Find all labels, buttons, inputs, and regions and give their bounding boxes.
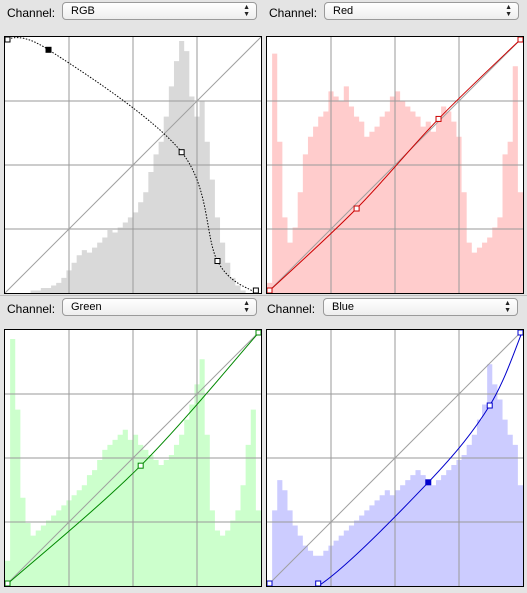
curve-control-point[interactable] bbox=[252, 287, 259, 293]
channel-label: Channel: bbox=[7, 302, 56, 316]
select-arrows-icon: ▲ ▼ bbox=[243, 4, 250, 18]
identity-diagonal bbox=[5, 37, 261, 293]
curve-control-point[interactable] bbox=[5, 580, 11, 586]
red-curve-graph[interactable] bbox=[266, 36, 524, 294]
green-panel: Channel: Green ▲ ▼ bbox=[0, 296, 264, 593]
curve-control-point[interactable] bbox=[315, 580, 322, 586]
select-arrows-icon: ▲ ▼ bbox=[505, 4, 512, 18]
rgb-panel: Channel: RGB ▲ ▼ bbox=[0, 0, 264, 294]
channel-select-value: Red bbox=[333, 5, 354, 17]
blue-channel-header: Channel: Blue ▲ ▼ bbox=[263, 296, 527, 322]
channel-select-value: Green bbox=[71, 301, 102, 313]
red-panel: Channel: Red ▲ ▼ bbox=[263, 0, 527, 294]
channel-label: Channel: bbox=[267, 302, 316, 316]
rgb-curve bbox=[5, 37, 257, 293]
rgb-channel-header: Channel: RGB ▲ ▼ bbox=[0, 0, 264, 26]
curve-control-point[interactable] bbox=[214, 258, 221, 264]
red-channel-header: Channel: Red ▲ ▼ bbox=[263, 0, 527, 26]
select-arrows-icon: ▲ ▼ bbox=[243, 300, 250, 314]
rgb-curve-svg[interactable] bbox=[5, 37, 261, 293]
curve-control-point[interactable] bbox=[5, 37, 11, 43]
identity-diagonal bbox=[267, 330, 523, 586]
red-channel-select[interactable]: Red ▲ ▼ bbox=[324, 2, 519, 20]
identity-diagonal bbox=[5, 330, 261, 586]
green-curve-svg[interactable] bbox=[5, 330, 261, 586]
curve-control-point[interactable] bbox=[435, 115, 442, 122]
rgb-channel-select[interactable]: RGB ▲ ▼ bbox=[62, 2, 257, 20]
blue-curve-graph[interactable] bbox=[266, 329, 524, 587]
channel-label: Channel: bbox=[269, 6, 318, 20]
curve-control-point[interactable] bbox=[255, 330, 261, 336]
curve-control-point[interactable] bbox=[486, 402, 493, 409]
curve-control-point[interactable] bbox=[137, 462, 144, 469]
curve-control-point[interactable] bbox=[267, 287, 273, 293]
panel-divider bbox=[0, 295, 527, 296]
channel-select-value: Blue bbox=[332, 301, 355, 313]
identity-diagonal bbox=[267, 37, 523, 293]
green-channel-header: Channel: Green ▲ ▼ bbox=[0, 296, 264, 322]
curve-control-point[interactable] bbox=[425, 479, 432, 486]
blue-channel-select[interactable]: Blue ▲ ▼ bbox=[323, 298, 518, 316]
red-curve-svg[interactable] bbox=[267, 37, 523, 293]
curve-control-point[interactable] bbox=[45, 46, 52, 53]
curve-control-point[interactable] bbox=[178, 149, 185, 156]
curve-control-point[interactable] bbox=[517, 37, 523, 43]
blue-curve-svg[interactable] bbox=[267, 330, 523, 586]
blue-panel: Channel: Blue ▲ ▼ bbox=[263, 296, 527, 593]
green-curve-graph[interactable] bbox=[4, 329, 262, 587]
curve-control-point[interactable] bbox=[353, 205, 360, 212]
rgb-curve-graph[interactable] bbox=[4, 36, 262, 294]
channel-label: Channel: bbox=[7, 6, 56, 20]
curve-control-point[interactable] bbox=[517, 330, 523, 336]
green-channel-select[interactable]: Green ▲ ▼ bbox=[62, 298, 257, 316]
curve-control-point[interactable] bbox=[267, 580, 273, 586]
channel-select-value: RGB bbox=[71, 5, 95, 17]
select-arrows-icon: ▲ ▼ bbox=[504, 300, 511, 314]
red-curve bbox=[267, 37, 523, 293]
